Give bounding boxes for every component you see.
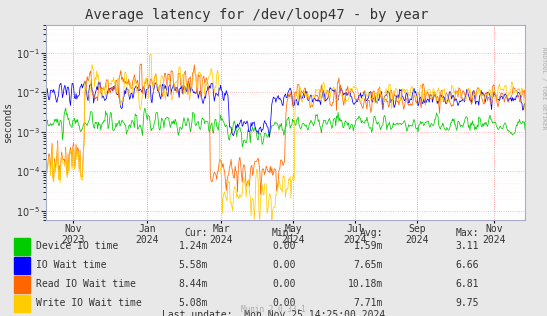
Text: 10.18m: 10.18m [348,279,383,289]
Text: RRDTOOL / TOBI OETIKER: RRDTOOL / TOBI OETIKER [542,47,546,130]
Text: Device IO time: Device IO time [36,241,118,251]
Bar [14,238,30,255]
Text: 1.59m: 1.59m [353,241,383,251]
Text: 5.08m: 5.08m [178,298,208,308]
Bar [14,257,30,274]
Text: Read IO Wait time: Read IO Wait time [36,279,136,289]
Text: Write IO Wait time: Write IO Wait time [36,298,141,308]
Text: 7.65m: 7.65m [353,260,383,270]
Text: Cur:: Cur: [184,228,208,238]
Text: 0.00: 0.00 [272,241,295,251]
Text: Last update:  Mon Nov 25 14:25:00 2024: Last update: Mon Nov 25 14:25:00 2024 [162,310,385,316]
Text: Min:: Min: [272,228,295,238]
Text: Max:: Max: [455,228,479,238]
Text: 0.00: 0.00 [272,298,295,308]
Bar [14,276,30,293]
Text: 5.58m: 5.58m [178,260,208,270]
Bar [14,295,30,312]
Text: 8.44m: 8.44m [178,279,208,289]
Text: 0.00: 0.00 [272,260,295,270]
Text: Munin 2.0.33-1: Munin 2.0.33-1 [241,306,306,314]
Text: 6.66: 6.66 [455,260,479,270]
Text: 6.81: 6.81 [455,279,479,289]
Text: 9.75: 9.75 [455,298,479,308]
Text: 7.71m: 7.71m [353,298,383,308]
Text: Avg:: Avg: [359,228,383,238]
Text: 3.11: 3.11 [455,241,479,251]
Text: Average latency for /dev/loop47 - by year: Average latency for /dev/loop47 - by yea… [85,8,429,22]
Text: 0.00: 0.00 [272,279,295,289]
Text: 1.24m: 1.24m [178,241,208,251]
Y-axis label: seconds: seconds [3,102,13,143]
Text: IO Wait time: IO Wait time [36,260,106,270]
